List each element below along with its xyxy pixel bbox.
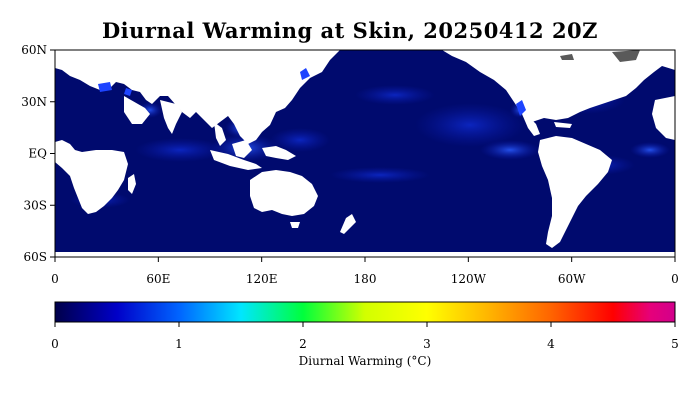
colorbar-label: Diurnal Warming (°C) <box>299 354 432 368</box>
lon-tick-label: 120W <box>451 272 487 286</box>
colorbar-tick-label: 5 <box>671 337 679 351</box>
inland-waters <box>98 68 526 116</box>
lat-tick-label: 60N <box>21 43 47 57</box>
longitude-axis: 0 60E 120E 180 120W 60W 0 <box>51 272 679 286</box>
colorbar-tick-label: 3 <box>423 337 431 351</box>
colorbar-tick-label: 4 <box>547 337 555 351</box>
colorbar-tick-label: 0 <box>51 337 59 351</box>
sea-ice <box>560 50 640 62</box>
lon-tick-label: 120E <box>246 272 278 286</box>
axis-ticks <box>50 49 676 262</box>
colorbar <box>55 302 675 322</box>
colorbar-tick-label: 1 <box>175 337 183 351</box>
land <box>55 50 675 257</box>
colorbar-frame <box>54 301 676 323</box>
lon-tick-label: 180 <box>354 272 377 286</box>
lon-tick-label: 0 <box>671 272 679 286</box>
map-panel <box>55 50 675 257</box>
lon-tick-label: 60W <box>558 272 586 286</box>
colorbar-tick-label: 2 <box>299 337 307 351</box>
lat-tick-label: 30S <box>24 198 48 212</box>
colorbar-ticks: 0 1 2 3 4 5 <box>51 322 679 351</box>
lon-tick-label: 60E <box>146 272 170 286</box>
lon-tick-label: 0 <box>51 272 59 286</box>
lat-tick-label: 30N <box>21 95 47 109</box>
lat-tick-label: EQ <box>28 147 47 161</box>
latitude-axis: 60N 30N EQ 30S 60S <box>21 43 47 264</box>
lat-tick-label: 60S <box>24 250 48 264</box>
map-title: Diurnal Warming at Skin, 20250412 20Z <box>101 18 599 43</box>
